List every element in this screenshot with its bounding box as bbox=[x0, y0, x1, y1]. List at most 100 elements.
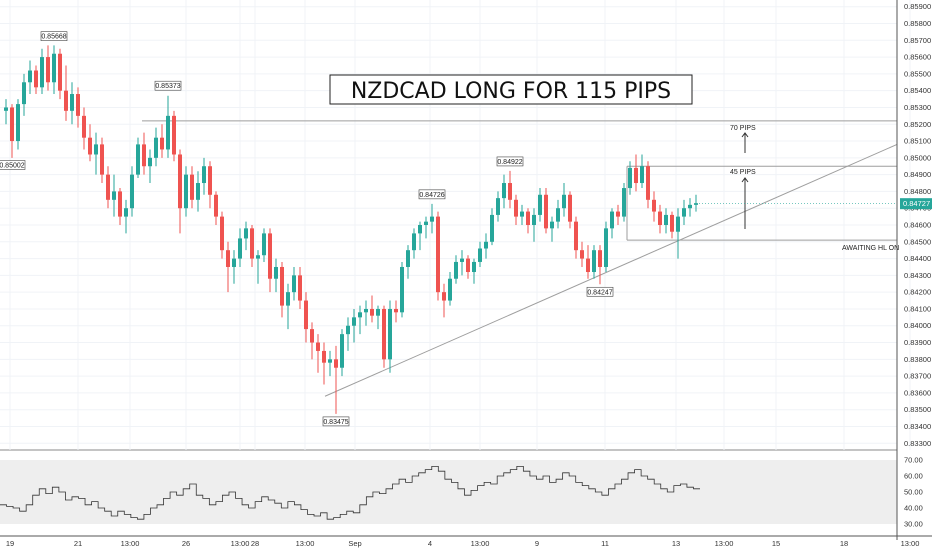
candle-body bbox=[454, 261, 458, 279]
candle-body bbox=[652, 199, 656, 212]
candle-body bbox=[22, 82, 26, 105]
candle-body bbox=[502, 183, 506, 199]
candle-body bbox=[94, 144, 98, 155]
candle-body bbox=[418, 225, 422, 234]
time-tick-label: 13 bbox=[672, 539, 680, 548]
rsi-tick-label: 70.00 bbox=[904, 456, 923, 465]
candle-body bbox=[136, 144, 140, 175]
candle-body bbox=[514, 199, 518, 217]
candle-body bbox=[124, 208, 128, 217]
candle-body bbox=[412, 233, 416, 251]
swing-labels: 0.85668 0.85002 0.85373 0.83475 0.84726 0.849… bbox=[0, 31, 614, 427]
time-tick-label: 19 bbox=[6, 539, 14, 548]
candle-body bbox=[688, 204, 692, 209]
candle-body bbox=[178, 154, 182, 209]
candle-body bbox=[46, 57, 50, 83]
candle-body bbox=[286, 292, 290, 306]
candle-body bbox=[322, 350, 326, 363]
swing-label: 0.85668 bbox=[41, 34, 66, 41]
candle-body bbox=[592, 250, 596, 273]
time-tick-label: Sep bbox=[348, 539, 361, 548]
candle-body bbox=[346, 325, 350, 335]
candle-body bbox=[28, 70, 32, 83]
candle-body bbox=[88, 137, 92, 155]
candle-body bbox=[166, 115, 170, 150]
candle-body bbox=[256, 255, 260, 259]
time-tick-label: 13:00 bbox=[471, 539, 490, 548]
candle-body bbox=[226, 250, 230, 267]
candle-body bbox=[250, 228, 254, 259]
swing-label: 0.84726 bbox=[419, 192, 444, 199]
drawings-layer bbox=[142, 120, 898, 397]
candle-body bbox=[598, 250, 602, 267]
grid bbox=[0, 0, 911, 451]
candle-body bbox=[16, 104, 20, 142]
candle-body bbox=[58, 53, 62, 91]
candles-layer bbox=[4, 45, 698, 414]
candle-body bbox=[580, 250, 584, 259]
candle-body bbox=[424, 221, 428, 225]
candle-body bbox=[10, 107, 14, 142]
candle-body bbox=[376, 308, 380, 316]
price-tick-label: 0.84800 bbox=[904, 187, 931, 196]
candle-body bbox=[304, 300, 308, 330]
candle-body bbox=[478, 248, 482, 262]
candle-body bbox=[628, 167, 632, 189]
candle-body bbox=[130, 174, 134, 209]
candle-body bbox=[232, 258, 236, 267]
candle-body bbox=[274, 266, 278, 279]
time-tick-label: 4 bbox=[428, 539, 432, 548]
candle-body bbox=[400, 266, 404, 313]
price-tick-label: 0.84100 bbox=[904, 304, 931, 313]
annotations: 70 PIPS 45 PIPS AWAITING HL ON bbox=[730, 125, 899, 252]
time-tick-label: 26 bbox=[182, 539, 190, 548]
price-tick-label: 0.85600 bbox=[904, 53, 931, 62]
rsi-panel: 70.00 60.00 50.00 40.00 30.00 bbox=[0, 456, 923, 529]
candle-body bbox=[472, 261, 476, 273]
candle-body bbox=[448, 278, 452, 301]
candle-body bbox=[160, 137, 164, 150]
time-tick-label: 21 bbox=[74, 539, 82, 548]
swing-label-box bbox=[418, 189, 446, 200]
chart-title: NZDCAD LONG FOR 115 PIPS bbox=[351, 79, 671, 104]
price-tick-label: 0.84500 bbox=[904, 237, 931, 246]
candle-body bbox=[634, 167, 638, 184]
candle-body bbox=[658, 211, 662, 225]
time-tick-label: 13:00 bbox=[121, 539, 140, 548]
price-tick-label: 0.85400 bbox=[904, 86, 931, 95]
candle-body bbox=[562, 194, 566, 209]
candle-body bbox=[604, 228, 608, 267]
candle-body bbox=[364, 308, 368, 313]
candle-body bbox=[496, 198, 500, 215]
candle-body bbox=[142, 144, 146, 167]
candle-body bbox=[670, 214, 674, 232]
candle-body bbox=[328, 359, 332, 363]
time-tick-label: 11 bbox=[601, 539, 609, 548]
candle-body bbox=[112, 191, 116, 200]
candle-body bbox=[544, 194, 548, 229]
candle-body bbox=[316, 342, 320, 351]
candle-body bbox=[460, 258, 464, 262]
candle-body bbox=[484, 241, 488, 249]
swing-label-box bbox=[496, 156, 524, 167]
candle-body bbox=[220, 216, 224, 251]
price-tick-label: 0.85800 bbox=[904, 19, 931, 28]
candle-body bbox=[532, 214, 536, 225]
swing-label-box bbox=[154, 80, 182, 91]
candle-body bbox=[508, 183, 512, 200]
swing-label-box bbox=[0, 160, 26, 170]
swing-label: 0.84922 bbox=[497, 159, 522, 166]
rsi-tick-label: 40.00 bbox=[904, 504, 923, 513]
rsi-band bbox=[0, 460, 897, 524]
swing-label: 0.83475 bbox=[323, 419, 348, 426]
swing-label: 0.84247 bbox=[587, 289, 612, 296]
rsi-line bbox=[0, 466, 700, 520]
candle-body bbox=[694, 203, 698, 205]
rsi-tick-label: 60.00 bbox=[904, 472, 923, 481]
price-tick-label: 0.85500 bbox=[904, 69, 931, 78]
candle-body bbox=[118, 191, 122, 217]
swing-label: 0.85002 bbox=[0, 163, 25, 170]
candle-body bbox=[76, 94, 80, 116]
candle-body bbox=[676, 216, 680, 232]
